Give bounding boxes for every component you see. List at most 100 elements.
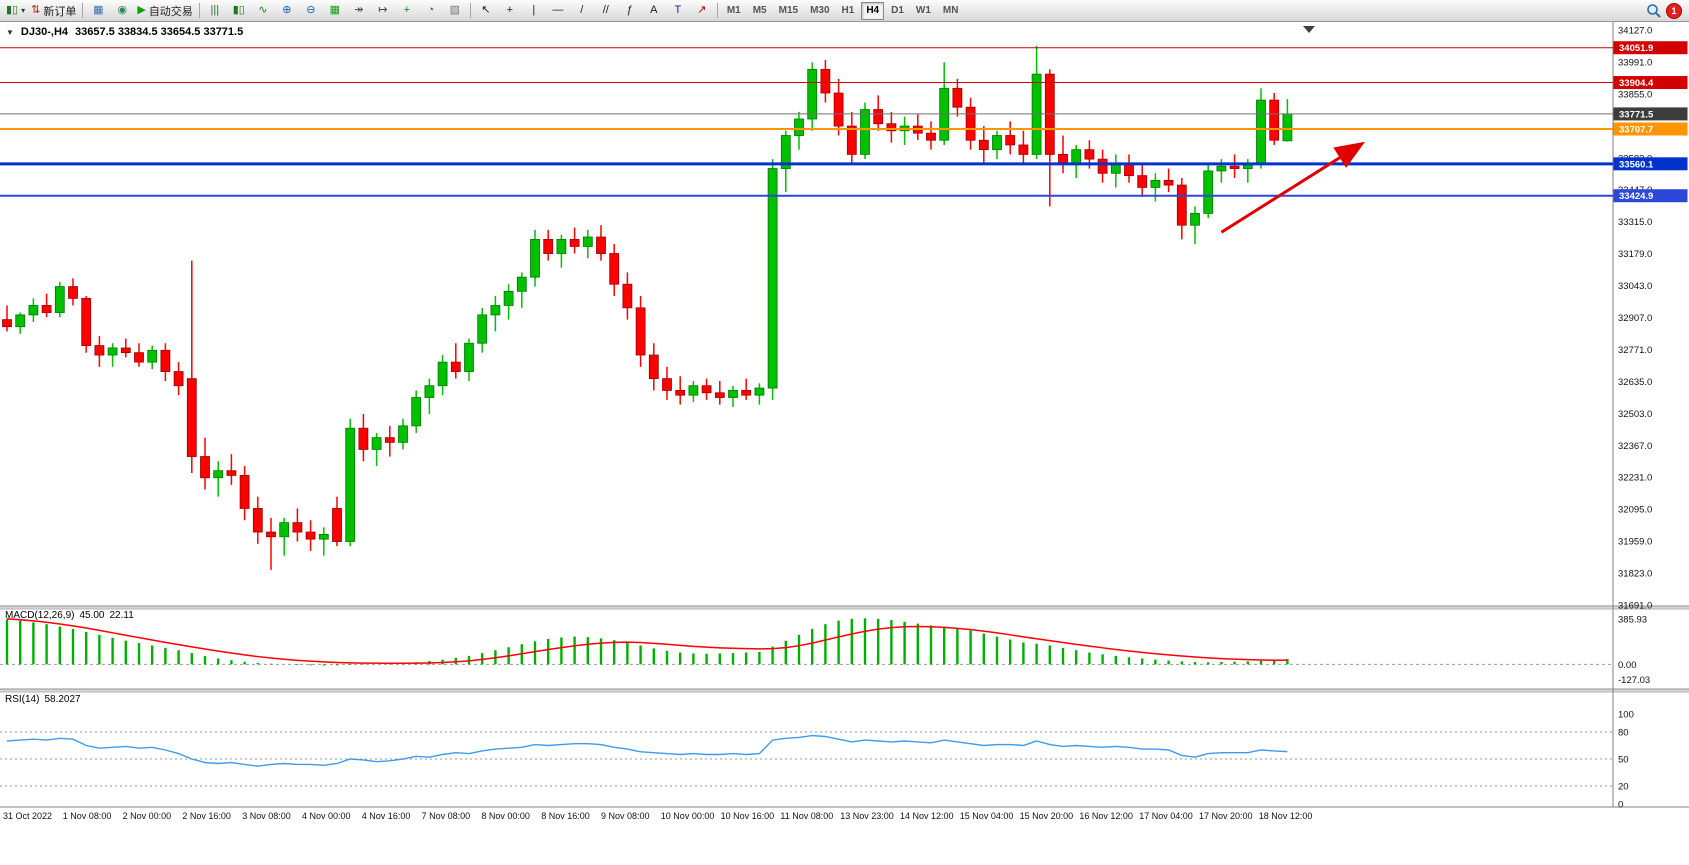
tile-windows-button[interactable]: ▦ (323, 1, 347, 21)
zoom-out-button[interactable]: ⊖ (299, 1, 323, 21)
horizontal-line-button[interactable]: — (546, 1, 570, 21)
candle (120, 338, 131, 358)
timeframe-D1[interactable]: D1 (891, 5, 904, 16)
candle-chart-mode-button[interactable]: ▮▯ (227, 1, 251, 21)
timeframe-H4[interactable]: H4 (861, 1, 885, 20)
text-button[interactable]: A (642, 1, 666, 21)
timeframe-M1[interactable]: M1 (726, 5, 741, 16)
price-tick-label: 31959.0 (1618, 537, 1652, 548)
panel-divider[interactable] (0, 689, 1689, 692)
play-icon: ▶ (137, 4, 146, 16)
rsi-line (6, 734, 1288, 767)
periods-button[interactable]: ◔ (419, 1, 443, 21)
indicators-list-button[interactable]: + (395, 1, 419, 21)
price-tick-label: 34127.0 (1618, 26, 1652, 37)
new-order-button[interactable]: ⇅ 新订单 (28, 1, 79, 21)
candle (912, 114, 923, 141)
chart-shift-button[interactable]: ↦ (371, 1, 395, 21)
autotrading-button[interactable]: ▶ 自动交易 (134, 1, 195, 21)
timeframe-W1[interactable]: W1 (915, 5, 931, 16)
chart-window-menu-button[interactable]: ▮▯ ▾ (3, 1, 28, 21)
auto-scroll-button[interactable]: ↠ (347, 1, 371, 21)
price-tick-label: 33855.0 (1618, 89, 1652, 100)
candles-icon: ▮▯ (232, 4, 245, 16)
candle (2, 305, 12, 332)
search-icon[interactable] (1646, 3, 1662, 19)
price-tick-label: 31691.0 (1618, 601, 1652, 612)
candle (1190, 206, 1200, 245)
candle (1229, 154, 1240, 178)
charts-windows-button[interactable]: ▦ (86, 1, 110, 21)
channel-icon: // (602, 4, 609, 16)
candle (1005, 121, 1016, 155)
vertical-line-button[interactable]: | (522, 1, 546, 21)
candle (1058, 135, 1068, 174)
arrow-annotation[interactable] (1220, 141, 1366, 234)
svg-text:33771.5: 33771.5 (1619, 109, 1654, 120)
candle (503, 284, 514, 320)
candle (186, 260, 197, 474)
candle (596, 225, 606, 261)
panel-divider[interactable] (0, 606, 1689, 609)
toolbar-separator (469, 3, 471, 18)
candle (371, 432, 382, 466)
trendline-button[interactable]: / (570, 1, 594, 21)
candle (305, 520, 316, 551)
time-tick-label: 2 Nov 16:00 (182, 811, 231, 821)
bar-chart-mode-button[interactable]: ||| (203, 1, 227, 21)
crosshair-button[interactable]: + (498, 1, 522, 21)
svg-text:33424.9: 33424.9 (1619, 191, 1653, 202)
time-tick-label: 15 Nov 04:00 (960, 811, 1014, 821)
time-tick-label: 18 Nov 12:00 (1259, 811, 1313, 821)
candle (622, 272, 633, 320)
price-tick-label: 32231.0 (1618, 473, 1652, 484)
candle (1018, 130, 1029, 164)
candle (41, 293, 52, 318)
timeframe-M15[interactable]: M15 (778, 5, 799, 16)
fibonacci-button[interactable]: ƒ (618, 1, 642, 21)
candle (450, 343, 461, 379)
candle (345, 418, 356, 547)
chart-title-bar: ▼ DJ30-,H4 33657.5 33834.5 33654.5 33771… (6, 26, 243, 38)
time-tick-label: 4 Nov 00:00 (302, 811, 351, 821)
candle (807, 62, 818, 131)
price-tick-label: 32503.0 (1618, 409, 1652, 420)
text-label-button[interactable]: T (666, 1, 690, 21)
cursor-button[interactable]: ↖ (474, 1, 498, 21)
candle (1124, 154, 1134, 183)
candle (714, 380, 725, 405)
candle (965, 97, 976, 150)
timeframe-MN[interactable]: MN (942, 5, 959, 16)
price-tick-label: 33991.0 (1618, 57, 1652, 68)
timeframe-M30[interactable]: M30 (810, 5, 830, 16)
windows-icon: ▦ (93, 4, 104, 16)
candle (424, 378, 435, 415)
h-line-icon: — (552, 4, 564, 16)
zoom-in-icon: ⊕ (282, 4, 292, 16)
price-tick-label: 33315.0 (1618, 217, 1652, 228)
candlestick-series (2, 45, 1293, 570)
candle (28, 298, 39, 322)
auto-scroll-icon: ↠ (354, 4, 364, 16)
templates-button[interactable]: ▧ (443, 1, 467, 21)
zoom-in-button[interactable]: ⊕ (275, 1, 299, 21)
rsi-tick-label: 50 (1618, 755, 1629, 766)
one-click-trading-collapse-icon[interactable]: ▼ (6, 27, 14, 37)
timeframe-H1[interactable]: H1 (841, 5, 855, 16)
bars-icon: ||| (210, 4, 220, 16)
chart-shift-marker[interactable] (1303, 26, 1315, 33)
candle (252, 496, 263, 544)
equidistant-channel-button[interactable]: // (594, 1, 618, 21)
chart-canvas[interactable]: 34127.033991.033855.033719.033583.033447… (0, 22, 1689, 865)
crosshair-icon: + (506, 4, 514, 16)
market-watch-button[interactable]: ◉ (110, 1, 134, 21)
candle (15, 312, 26, 334)
macd-histogram (5, 618, 1289, 666)
candle (569, 227, 580, 254)
timeframe-M5[interactable]: M5 (752, 5, 767, 16)
chevron-down-icon: ▾ (21, 6, 26, 15)
candle (899, 116, 910, 145)
notification-badge[interactable]: 1 (1666, 2, 1682, 19)
line-chart-mode-button[interactable]: ∿ (251, 1, 275, 21)
arrow-objects-button[interactable]: ↗ (690, 1, 714, 21)
